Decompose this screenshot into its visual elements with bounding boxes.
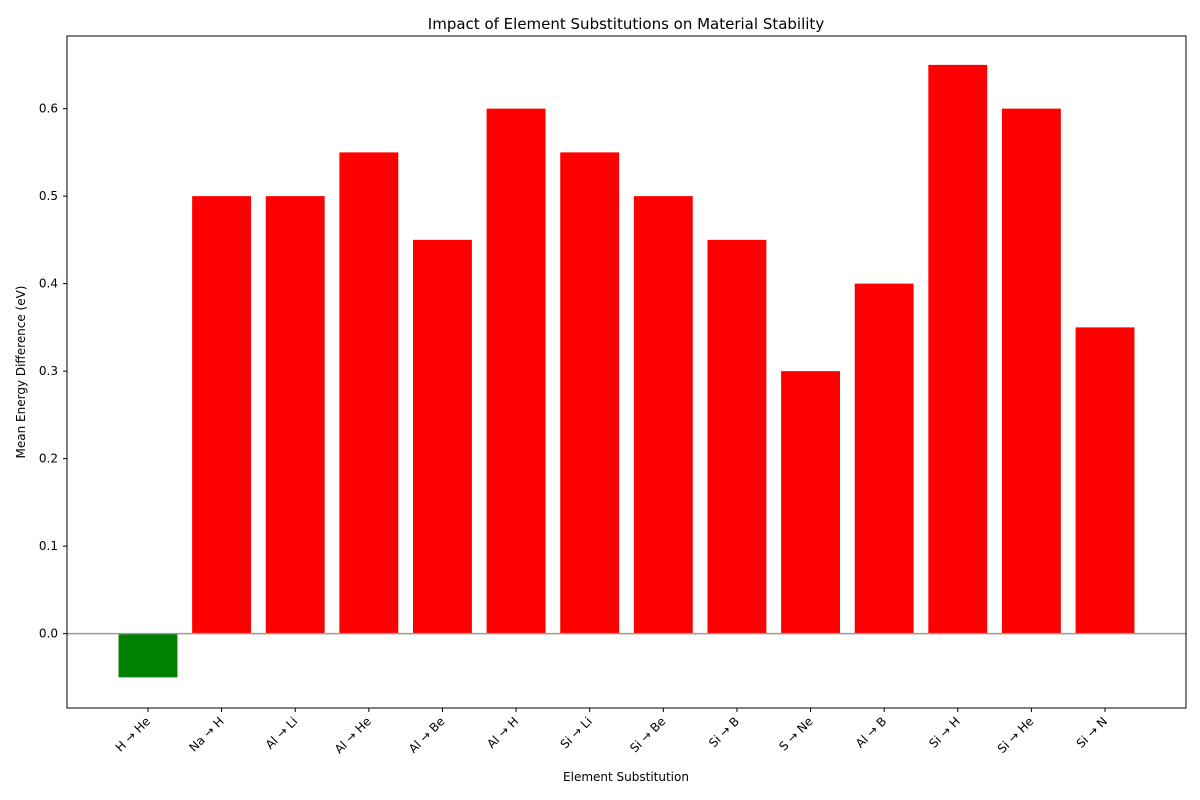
x-tick-label-1: Na → H	[186, 714, 226, 754]
bar-10	[854, 283, 914, 634]
x-tick-label-12: Si → He	[995, 714, 1037, 756]
y-tick-label-2: 0.2	[39, 452, 58, 466]
x-tick-label-4: Al → Be	[406, 714, 448, 756]
x-tick-label-10: Al → B	[853, 714, 889, 750]
x-tick-label-6: Si → Li	[558, 714, 595, 751]
x-axis: H → He Na → H Al → Li Al → He Al → Be Al → H S…	[113, 708, 1110, 756]
bar-2	[265, 196, 325, 634]
y-axis-label: Mean Energy Difference (eV)	[14, 286, 28, 459]
x-tick-label-11: Si → H	[926, 714, 963, 751]
x-tick-label-5: Al → H	[484, 714, 521, 751]
bar-12	[1001, 108, 1061, 634]
x-axis-label: Element Substitution	[563, 770, 689, 784]
chart-title: Impact of Element Substitutions on Mater…	[428, 15, 825, 33]
y-tick-label-6: 0.6	[39, 102, 58, 116]
y-tick-label-4: 0.4	[39, 277, 58, 291]
bar-4	[413, 239, 472, 634]
bar-5	[486, 108, 546, 634]
x-tick-label-3: Al → He	[332, 714, 374, 756]
y-tick-label-1: 0.1	[39, 539, 58, 553]
x-tick-label-7: Si → Be	[627, 714, 668, 755]
bar-9	[781, 371, 840, 634]
bar-7	[633, 196, 693, 634]
x-tick-label-8: Si → B	[706, 714, 742, 750]
bar-11	[928, 64, 988, 634]
x-tick-label-0: H → He	[113, 714, 153, 754]
bars	[118, 64, 1135, 678]
y-axis: 0.0 0.1 0.2 0.3 0.4 0.5 0.6	[39, 102, 67, 641]
x-tick-label-2: Al → Li	[263, 714, 301, 752]
y-tick-label-3: 0.3	[39, 364, 58, 378]
bar-8	[707, 239, 767, 634]
y-tick-label-0: 0.0	[39, 627, 58, 641]
bar-13	[1075, 327, 1135, 634]
y-tick-label-5: 0.5	[39, 189, 58, 203]
bar-3	[339, 152, 399, 634]
plot-frame	[66, 35, 1187, 709]
x-tick-label-13: Si → N	[1074, 714, 1111, 751]
bar-0	[118, 633, 178, 678]
bar-6	[560, 152, 620, 634]
bar-1	[192, 196, 252, 634]
x-tick-label-9: S → Ne	[776, 714, 815, 753]
